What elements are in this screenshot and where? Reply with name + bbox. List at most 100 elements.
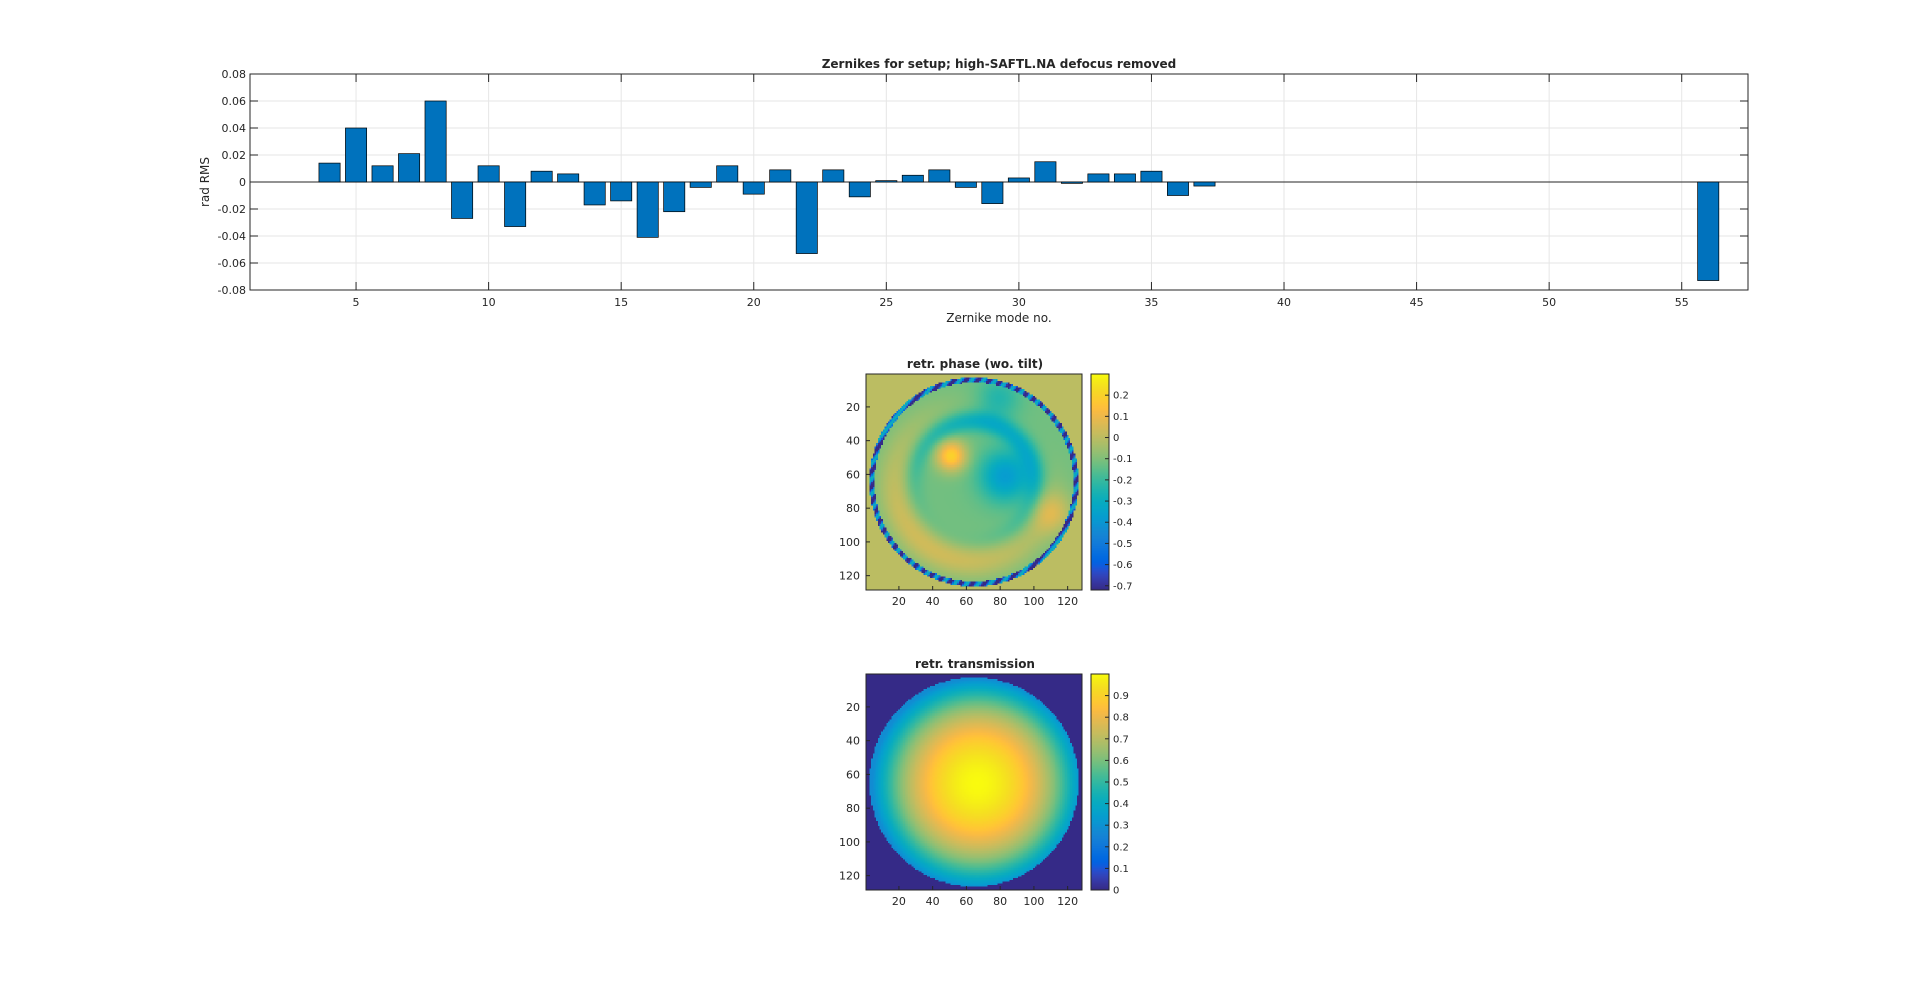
bar	[371, 165, 394, 183]
bar	[1167, 181, 1189, 196]
colorbar-tick-label: 0.1	[1113, 412, 1129, 423]
x-tick-label: 20	[747, 296, 761, 309]
bar	[981, 181, 1004, 204]
y-tick-label: 20	[846, 701, 860, 714]
bar	[795, 181, 818, 254]
x-tick-label: 5	[353, 296, 360, 309]
y-tick-label: 120	[839, 570, 860, 583]
y-tick-label: -0.04	[218, 230, 246, 243]
x-tick-label: 40	[1277, 296, 1291, 309]
bar-chart-title: Zernikes for setup; high-SAFTL.NA defocu…	[822, 57, 1177, 71]
bar	[901, 174, 924, 183]
colorbar-tick-label: 0.3	[1113, 821, 1129, 832]
y-tick-label: 80	[846, 502, 860, 515]
bar	[1034, 161, 1057, 183]
colorbar-tick-label: 0.6	[1113, 756, 1129, 767]
bar	[318, 162, 341, 183]
y-tick-label: 40	[846, 435, 860, 448]
bar	[875, 180, 898, 183]
phase-map-y-ticks: 20 40 60 80 100 120	[839, 401, 870, 583]
phase-map-title: retr. phase (wo. tilt)	[907, 357, 1043, 371]
transmission-map-image	[866, 674, 1082, 890]
y-tick-label: 0.04	[222, 122, 247, 135]
bar	[1697, 181, 1720, 281]
bar	[822, 169, 845, 183]
x-tick-label: 100	[1023, 895, 1044, 908]
bar	[716, 165, 739, 183]
x-tick-label: 55	[1675, 296, 1689, 309]
bar	[451, 181, 474, 219]
colorbar-tick-label: -0.7	[1113, 581, 1133, 592]
bar	[1193, 181, 1216, 187]
colorbar-tick-label: -0.1	[1113, 454, 1133, 465]
colorbar-tick-label: 0.1	[1113, 864, 1129, 875]
colorbar-tick-label: -0.6	[1113, 560, 1133, 571]
bar-chart-x-label: Zernike mode no.	[946, 311, 1051, 325]
x-tick-label: 30	[1012, 296, 1026, 309]
bar	[610, 181, 633, 202]
bar	[689, 181, 712, 188]
transmission-colorbar-gradient	[1091, 674, 1109, 890]
x-tick-label: 100	[1023, 595, 1044, 608]
colorbar-tick-label: -0.5	[1113, 539, 1133, 550]
phase-map-axes-box	[865, 373, 1083, 591]
phase-colorbar-gradient	[1091, 374, 1109, 590]
bar	[1113, 173, 1136, 183]
x-tick-label: 25	[879, 296, 893, 309]
bar	[583, 181, 606, 206]
y-tick-label: 0.02	[222, 149, 247, 162]
colorbar-tick-label: 0.2	[1113, 842, 1129, 853]
bar	[424, 100, 447, 183]
y-tick-label: 20	[846, 401, 860, 414]
colorbar-tick-label: 0.9	[1113, 691, 1129, 702]
bar	[1007, 177, 1030, 183]
bar-chart-y-label: rad RMS	[198, 157, 212, 207]
colorbar-tick-label: 0.7	[1113, 734, 1129, 745]
colorbar-tick-label: 0	[1113, 433, 1119, 444]
bar	[742, 181, 765, 195]
bar	[928, 169, 951, 183]
transmission-map-title: retr. transmission	[915, 657, 1035, 671]
x-tick-label: 40	[926, 895, 940, 908]
bar	[1087, 173, 1110, 183]
bar	[530, 170, 553, 183]
bar	[636, 181, 659, 238]
bar-chart-x-ticks: 5 10 15 20 25 30 35 40 45 50 55	[353, 74, 1689, 309]
x-tick-label: 120	[1057, 595, 1078, 608]
phase-map-image	[866, 374, 1082, 590]
bar	[1140, 170, 1163, 183]
bar-chart: Zernikes for setup; high-SAFTL.NA defocu…	[198, 57, 1749, 325]
y-tick-label: -0.06	[218, 257, 246, 270]
transmission-map-panel: retr. transmission 20 40 60 80 100 120 20 40 60…	[839, 657, 1129, 908]
phase-map-panel: retr. phase (wo. tilt) 20 40 60 80 100 120 20…	[839, 357, 1133, 608]
x-tick-label: 80	[993, 895, 1007, 908]
y-tick-label: 0.06	[222, 95, 247, 108]
y-tick-label: 100	[839, 836, 860, 849]
y-tick-label: 0.08	[222, 68, 247, 81]
colorbar-tick-label: -0.3	[1113, 497, 1133, 508]
bar	[477, 165, 500, 183]
x-tick-label: 45	[1410, 296, 1424, 309]
bar-chart-y-ticks: -0.08 -0.06 -0.04 -0.02 0 0.02 0.04 0.06 0.08	[218, 68, 1748, 297]
bar	[1060, 181, 1083, 184]
x-tick-label: 120	[1057, 895, 1078, 908]
bar	[954, 181, 977, 188]
bar	[848, 181, 871, 198]
phase-colorbar-box	[1090, 373, 1110, 591]
x-tick-label: 60	[959, 895, 973, 908]
colorbar-tick-label: 0.8	[1113, 713, 1129, 724]
bar	[769, 169, 792, 183]
y-tick-label: 40	[846, 735, 860, 748]
x-tick-label: 40	[926, 595, 940, 608]
x-tick-label: 10	[482, 296, 496, 309]
x-tick-label: 35	[1144, 296, 1158, 309]
x-tick-label: 50	[1542, 296, 1556, 309]
bar	[345, 127, 368, 183]
colorbar-tick-label: 0	[1113, 886, 1119, 897]
x-tick-label: 20	[892, 895, 906, 908]
y-tick-label: 100	[839, 536, 860, 549]
bar	[504, 181, 527, 227]
y-tick-label: 60	[846, 468, 860, 481]
y-tick-label: -0.08	[218, 284, 246, 297]
